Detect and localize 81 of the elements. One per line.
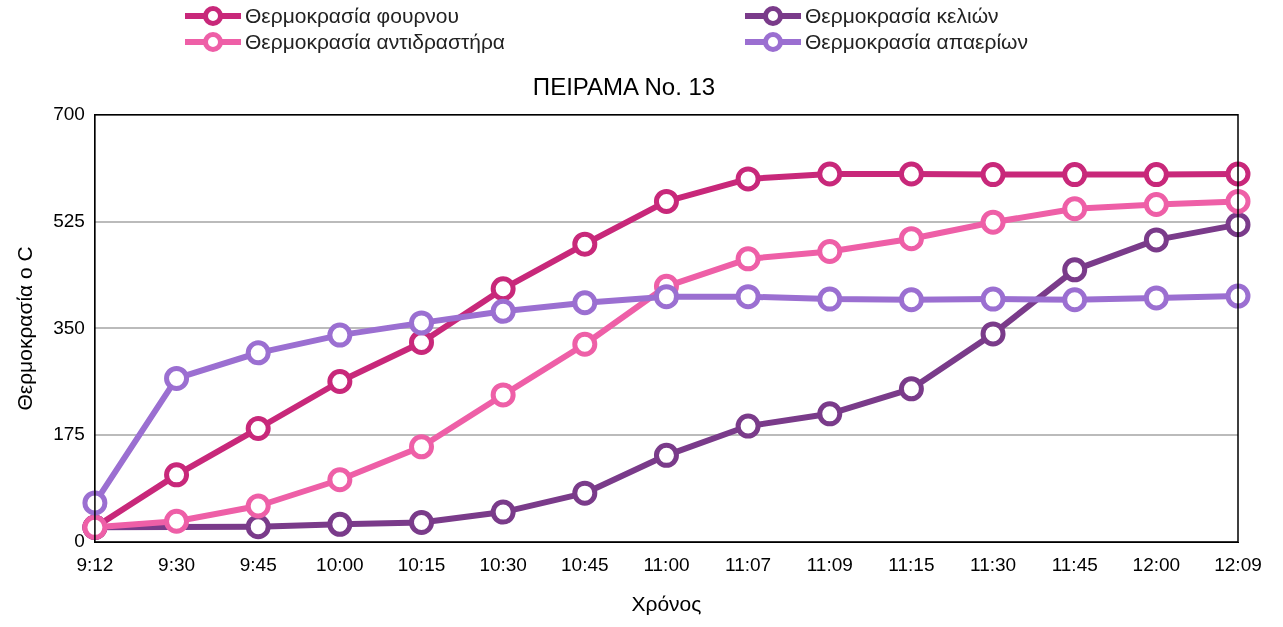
point [490, 276, 516, 302]
legend-label: Θερμοκρασία απαερίων [805, 30, 1028, 54]
point [1143, 192, 1169, 218]
point [490, 499, 516, 525]
x-tick-label: 11:15 [888, 553, 935, 575]
point [735, 246, 761, 272]
point [817, 401, 843, 427]
point [1225, 283, 1251, 309]
y-tick-label: 525 [53, 209, 85, 231]
x-tick-label: 11:45 [1051, 553, 1098, 575]
point [898, 287, 924, 313]
point [245, 514, 271, 540]
point [817, 161, 843, 187]
y-axis-title: Θερμοκρασία o C [13, 246, 37, 411]
y-tick-label: 350 [53, 316, 85, 338]
x-tick-label: 10:15 [397, 553, 446, 575]
point [1143, 227, 1169, 253]
point [572, 480, 598, 506]
point [164, 462, 190, 488]
point [1062, 257, 1088, 283]
y-tick-label: 0 [74, 530, 85, 552]
point [572, 231, 598, 257]
point [980, 162, 1006, 188]
x-tick-label: 12:09 [1214, 553, 1262, 575]
point [817, 239, 843, 264]
x-tick-label: 10:30 [479, 553, 527, 575]
point [82, 490, 108, 516]
x-tick-label: 12:00 [1132, 553, 1181, 575]
point [898, 226, 924, 252]
point [898, 376, 924, 402]
x-tick-label: 11:07 [725, 553, 772, 575]
point [735, 284, 761, 310]
point [409, 434, 434, 460]
point [245, 415, 271, 441]
x-tick-label: 10:00 [316, 553, 364, 575]
x-tick-label: 9:45 [239, 553, 277, 575]
point [735, 413, 761, 439]
x-axis-title: Χρόνος [631, 592, 702, 616]
point [980, 286, 1006, 312]
point [327, 322, 353, 348]
point [1062, 196, 1088, 222]
point [409, 509, 434, 535]
point [898, 161, 924, 187]
point [245, 493, 271, 519]
legend-label: Θερμοκρασία φουρνου [245, 4, 459, 28]
x-tick-label: 11:09 [806, 553, 853, 575]
x-tick-label: 11:00 [643, 553, 690, 575]
point [490, 382, 516, 408]
x-tick-label: 10:45 [561, 553, 609, 575]
point [245, 340, 271, 366]
point [327, 467, 353, 493]
point [817, 286, 843, 312]
x-tick-label: 11:30 [969, 553, 1017, 575]
point [1062, 162, 1088, 188]
point [735, 166, 761, 192]
y-tick-label: 175 [53, 423, 85, 445]
y-tick-label: 700 [53, 103, 85, 125]
point [490, 298, 516, 324]
chart-title: ΠΕΙΡΑΜΑ No. 13 [532, 73, 716, 101]
point [1225, 212, 1251, 238]
point [1225, 188, 1251, 214]
point [327, 511, 353, 537]
point [164, 365, 190, 391]
point [653, 188, 679, 214]
point [653, 284, 679, 310]
point [164, 508, 190, 534]
x-tick-label: 9:12 [76, 553, 114, 575]
point [1143, 162, 1169, 188]
legend-label: Θερμοκρασία κελιών [805, 4, 999, 28]
point [1225, 161, 1251, 187]
point [1062, 287, 1088, 313]
point [980, 321, 1006, 347]
point [1143, 285, 1169, 311]
point [572, 331, 598, 357]
point [980, 209, 1006, 235]
point [572, 290, 598, 316]
point [327, 369, 353, 394]
point [409, 310, 434, 336]
x-tick-label: 9:30 [158, 553, 196, 575]
point [653, 442, 679, 468]
legend-label: Θερμοκρασία αντιδραστήρα [245, 30, 506, 54]
